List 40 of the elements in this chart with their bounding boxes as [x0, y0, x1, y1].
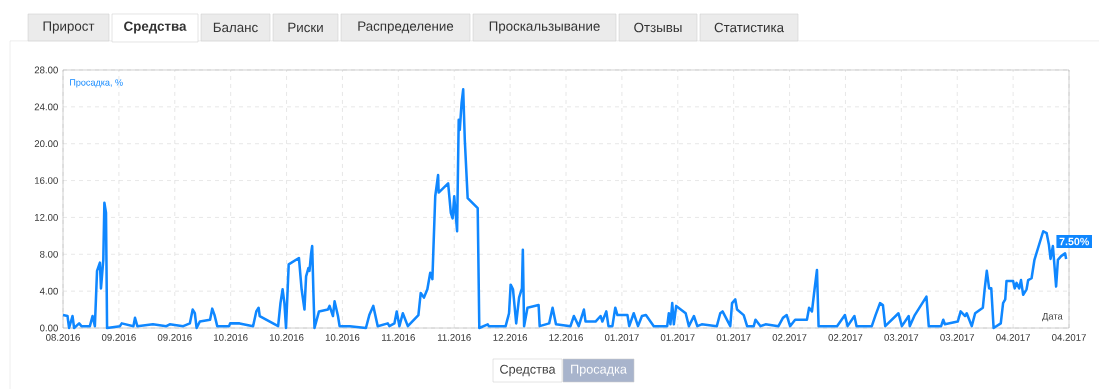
x-tick-label: 11.2016 — [437, 334, 471, 341]
x-tick-label: 10.2016 — [325, 334, 360, 341]
x-tick-label: 01.2017 — [660, 334, 695, 341]
x-tick-label: 11.2016 — [382, 334, 415, 341]
x-tick-label: 12.2016 — [493, 334, 528, 341]
x-tick-label: 03.2017 — [884, 334, 919, 341]
y-tick-label: 8.00 — [40, 250, 58, 258]
x-tick-label: 04.2017 — [1052, 334, 1086, 341]
text: Средства — [500, 364, 556, 377]
y-tick-label: 16.00 — [35, 177, 58, 184]
x-tick-label: 01.2017 — [716, 334, 751, 341]
x-tick-label: 02.2017 — [772, 334, 807, 341]
x-tick-label: 01.2017 — [604, 334, 639, 341]
text: Прирост — [43, 21, 95, 34]
text: Отзывы — [634, 22, 682, 33]
y-axis-title: Просадка, % — [70, 79, 123, 88]
y-tick-label: 0.00 — [39, 324, 58, 332]
text: Статистика — [714, 22, 785, 33]
text: Просадка — [571, 364, 627, 377]
x-tick-label: 12.2016 — [549, 334, 583, 341]
x-tick-label: 10.2016 — [269, 334, 304, 341]
x-tick-label: 02.2017 — [828, 334, 863, 341]
x-tick-label: 09.2016 — [157, 334, 192, 341]
text: Средства — [124, 21, 187, 34]
x-tick-label: 04.2017 — [996, 334, 1030, 341]
x-tick-label: 03.2017 — [940, 334, 975, 341]
annotation: 7.50% — [1059, 237, 1090, 246]
x-tick-label: 10.2016 — [214, 334, 248, 341]
text: Проскальзывание — [489, 21, 600, 34]
text: Риски — [288, 22, 323, 33]
text: Распределение — [358, 21, 454, 34]
x-axis-title: Дата — [1042, 313, 1063, 322]
y-tick-label: 12.00 — [35, 214, 58, 221]
y-tick-label: 20.00 — [34, 140, 58, 148]
text: Баланс — [213, 22, 258, 33]
y-tick-label: 24.00 — [34, 103, 58, 111]
y-tick-label: 4.00 — [39, 287, 58, 295]
x-tick-label: 08.2016 — [46, 334, 80, 341]
y-tick-label: 28.00 — [34, 66, 58, 74]
x-tick-label: 09.2016 — [101, 334, 136, 341]
